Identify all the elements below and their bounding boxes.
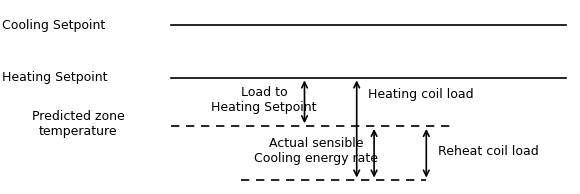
Text: Load to
Heating Setpoint: Load to Heating Setpoint [211,86,317,114]
Text: Predicted zone
temperature: Predicted zone temperature [32,110,125,138]
Text: Heating coil load: Heating coil load [368,87,474,101]
Text: Reheat coil load: Reheat coil load [438,145,539,158]
Text: Actual sensible
Cooling energy rate: Actual sensible Cooling energy rate [254,137,378,165]
Text: Cooling Setpoint: Cooling Setpoint [2,19,105,32]
Text: Heating Setpoint: Heating Setpoint [2,71,107,84]
